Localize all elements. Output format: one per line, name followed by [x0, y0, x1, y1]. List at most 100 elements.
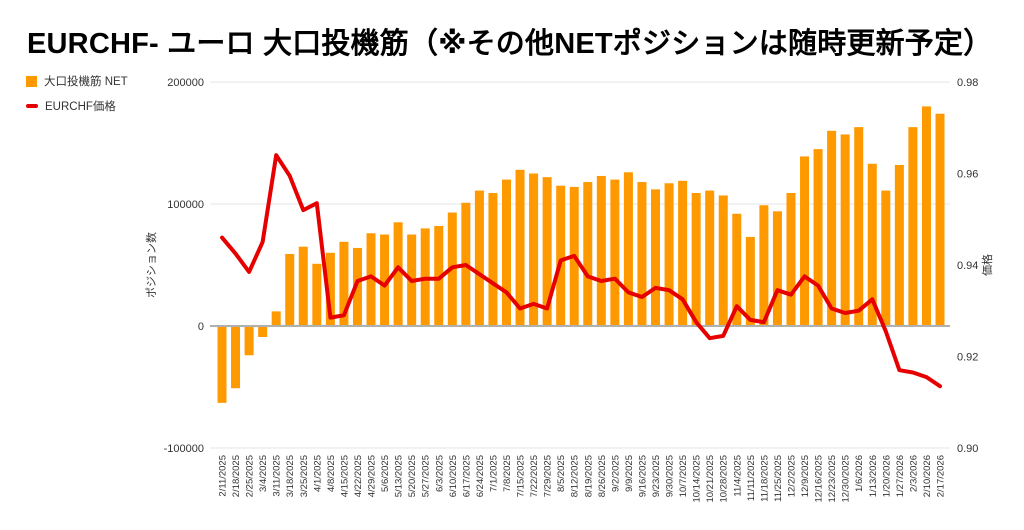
x-axis-date-label: 9/2/2025 [610, 455, 621, 492]
x-axis-date-label: 6/17/2025 [461, 455, 472, 497]
x-axis-date-label: 4/15/2025 [339, 455, 350, 497]
x-axis-date-label: 3/25/2025 [299, 455, 310, 497]
x-axis-date-label: 8/12/2025 [570, 455, 581, 497]
line-series-swatch-icon [26, 104, 38, 108]
bar-net-position [596, 175, 606, 326]
bar-net-position [705, 190, 715, 326]
x-axis-date-label: 8/26/2025 [597, 455, 608, 497]
bar-net-position [800, 156, 810, 326]
bar-net-position [271, 311, 281, 326]
left-axis-tick-label: -100000 [164, 443, 204, 455]
x-axis-date-label: 11/11/2025 [746, 455, 757, 501]
x-axis-date-label: 8/5/2025 [556, 455, 567, 492]
bar-net-position [339, 241, 349, 326]
x-axis-date-label: 11/25/2025 [773, 455, 784, 502]
left-axis-tick-label: 200000 [167, 77, 204, 89]
x-axis-date-label: 5/20/2025 [407, 455, 418, 497]
x-axis-date-label: 12/23/2025 [827, 455, 838, 503]
bar-net-position [786, 193, 796, 326]
bar-net-position [285, 254, 295, 326]
x-axis-date-label: 4/29/2025 [367, 455, 378, 497]
x-axis-date-label: 2/11/2025 [218, 455, 229, 497]
bar-net-position [515, 169, 525, 326]
bar-net-position [921, 106, 931, 327]
bar-net-position [434, 225, 444, 326]
bar-net-position [651, 189, 661, 326]
bar-net-position [935, 113, 945, 326]
bar-net-position [840, 134, 850, 326]
x-axis-date-label: 4/22/2025 [353, 455, 364, 497]
x-axis-date-label: 3/18/2025 [285, 455, 296, 497]
x-axis-date-label: 3/4/2025 [258, 455, 269, 492]
bar-series-swatch-icon [26, 75, 37, 87]
x-axis-date-label: 2/25/2025 [245, 455, 256, 497]
legend: 大口投機筋 NET EURCHF価格 [26, 73, 128, 114]
bar-net-position [258, 326, 268, 337]
bar-net-position [867, 163, 877, 326]
bar-net-position [231, 326, 241, 389]
x-axis-date-label: 4/8/2025 [326, 455, 337, 492]
bar-net-position [732, 213, 742, 326]
x-axis-date-label: 5/27/2025 [421, 455, 432, 497]
bar-net-position [718, 195, 728, 326]
bar-net-position [691, 193, 701, 326]
legend-label-price: EURCHF価格 [45, 101, 116, 113]
bar-net-position [583, 182, 593, 326]
bar-net-position [488, 193, 498, 326]
x-axis-date-label: 5/13/2025 [394, 455, 405, 497]
bar-net-position [312, 263, 322, 326]
bar-net-position [854, 127, 864, 326]
x-axis-date-label: 11/4/2025 [732, 455, 743, 497]
left-axis-tick-label: 100000 [167, 199, 204, 211]
left-axis-title: ポジション数 [146, 232, 158, 298]
bar-net-position [474, 190, 484, 326]
left-axis-tick-label: 0 [198, 321, 204, 333]
x-axis-date-label: 12/16/2025 [814, 455, 825, 503]
bar-net-position [827, 130, 837, 326]
x-axis-date-label: 9/16/2025 [637, 455, 648, 497]
x-axis-date-label: 8/19/2025 [583, 455, 594, 497]
x-axis-date-label: 12/2/2025 [786, 455, 797, 497]
x-axis-date-label: 9/30/2025 [665, 455, 676, 497]
x-axis-date-label: 10/21/2025 [705, 455, 716, 503]
bar-net-position [637, 182, 647, 326]
bar-net-position [772, 211, 782, 326]
bar-net-position [556, 185, 566, 326]
x-axis-date-label: 1/13/2026 [868, 455, 879, 497]
bar-net-position [325, 252, 335, 326]
x-axis-date-label: 11/18/2025 [759, 455, 770, 502]
x-axis-date-label: 10/14/2025 [692, 455, 703, 503]
bar-net-position [298, 246, 308, 326]
bar-net-position [881, 190, 891, 326]
x-axis-date-label: 6/10/2025 [448, 455, 459, 497]
bar-net-position [610, 179, 620, 326]
bar-net-position [380, 234, 390, 326]
bar-net-position [908, 127, 918, 326]
x-axis-date-label: 10/7/2025 [678, 455, 689, 497]
x-axis-date-label: 10/28/2025 [719, 455, 730, 503]
bar-net-position [759, 205, 769, 326]
right-axis-tick-label: 0.98 [957, 77, 978, 89]
right-axis-tick-label: 0.94 [957, 260, 978, 272]
right-axis-tick-label: 0.96 [957, 169, 978, 181]
x-axis-date-label: 2/17/2026 [936, 455, 947, 497]
x-axis-date-label: 6/24/2025 [475, 455, 486, 497]
bar-net-position [393, 222, 403, 326]
bar-net-position [217, 326, 227, 403]
bar-net-position [501, 179, 511, 326]
bar-net-position [529, 173, 539, 326]
x-axis-date-label: 9/23/2025 [651, 455, 662, 497]
bar-net-position [244, 326, 254, 356]
right-axis-tick-label: 0.90 [957, 443, 978, 455]
bar-net-position [745, 236, 755, 326]
bar-net-position [813, 149, 823, 326]
legend-label-net-position: 大口投機筋 NET [44, 76, 128, 88]
x-axis-date-label: 2/18/2025 [231, 455, 242, 497]
x-axis-date-label: 6/3/2025 [434, 455, 445, 492]
x-axis-date-label: 7/1/2025 [488, 455, 499, 492]
x-axis-date-label: 5/6/2025 [380, 455, 391, 492]
x-axis-date-label: 3/11/2025 [272, 455, 283, 497]
right-axis-tick-label: 0.92 [957, 352, 978, 364]
